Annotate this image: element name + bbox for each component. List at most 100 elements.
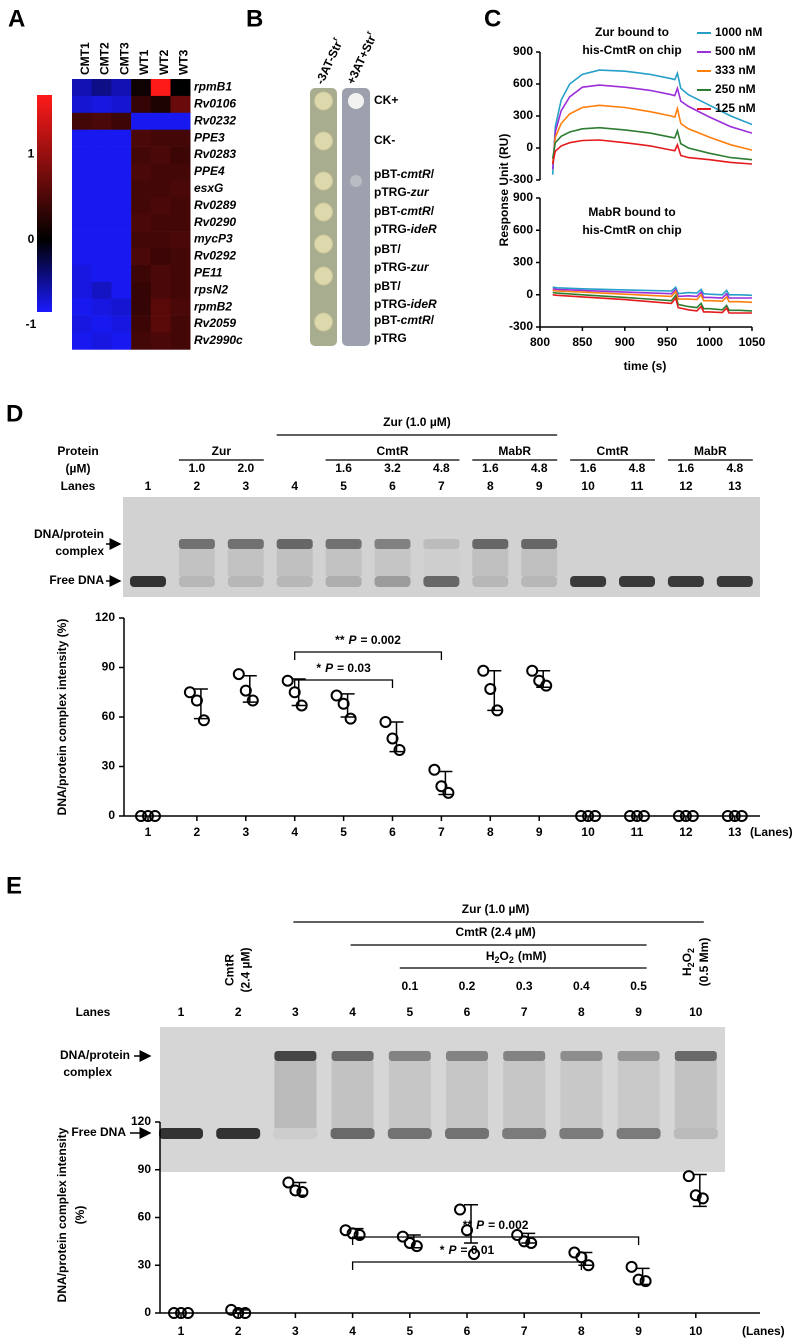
column-label: WT1 — [137, 49, 151, 75]
strain-label: pTRG — [374, 331, 407, 345]
gel-band — [374, 539, 411, 549]
panel-label: B — [246, 5, 263, 32]
chart-title: his-CmtR on chip — [582, 43, 681, 57]
heatmap-cell — [131, 281, 152, 299]
y-tick-label: 300 — [513, 108, 533, 122]
data-point — [246, 694, 259, 707]
x-tick-label: 3 — [292, 1324, 299, 1338]
lane-number: 2 — [235, 1005, 242, 1019]
gel-smear — [560, 1061, 603, 1128]
x-tick-label: 9 — [635, 1324, 642, 1338]
y-tick-label: 0 — [144, 1305, 151, 1319]
lane-number: 8 — [578, 1005, 585, 1019]
concentration: 1.6 — [678, 461, 695, 475]
gel-smear — [331, 1061, 374, 1128]
sensorgram-line — [551, 104, 753, 165]
group-label-part: 2 — [495, 955, 500, 965]
data-point — [468, 1248, 480, 1261]
gel-band — [325, 576, 362, 587]
heatmap-cell — [111, 214, 132, 232]
x-tick-label: 10 — [689, 1324, 703, 1338]
chart-title: MabR bound to — [588, 205, 675, 219]
x-tick-label: 2 — [194, 825, 201, 839]
heatmap-cell — [72, 146, 92, 164]
data-point — [239, 684, 252, 697]
row-label: Lanes — [61, 479, 96, 493]
yeast-spot — [314, 171, 333, 191]
heatmap-cell — [131, 163, 152, 181]
gel-smear — [227, 549, 264, 576]
heatmap-cell — [131, 315, 152, 333]
gel-band — [472, 576, 509, 587]
row-label: Rv2990c — [194, 333, 243, 347]
sensorgram-line — [552, 289, 753, 304]
gel-band — [423, 539, 460, 549]
concentration: 4.8 — [433, 461, 450, 475]
gel-smear — [374, 549, 411, 576]
column-label: WT2 — [157, 49, 171, 75]
heatmap-cell — [150, 315, 171, 333]
concentration: 4.8 — [531, 461, 548, 475]
data-point — [442, 786, 455, 799]
heatmap-cell — [91, 146, 112, 164]
data-point — [625, 1260, 638, 1273]
p-value: * P = 0.03 — [316, 661, 371, 675]
sensorgram-line — [552, 294, 752, 314]
gel-image — [160, 1027, 725, 1172]
heatmap-cell — [91, 180, 112, 198]
heatmap-cell — [170, 163, 191, 181]
data-point — [190, 694, 203, 707]
row-label: Rv0106 — [194, 97, 236, 111]
sensorgram-line — [552, 291, 753, 312]
data-point — [225, 1303, 238, 1316]
heatmap-cell — [91, 79, 112, 97]
gel-smear — [423, 549, 460, 576]
heatmap-cell — [170, 298, 191, 316]
concentration: 1.6 — [580, 461, 597, 475]
p-value-part: * — [440, 1243, 445, 1257]
data-point — [686, 810, 699, 822]
x-tick-label: 6 — [389, 825, 396, 839]
yeast-spot — [350, 175, 362, 187]
heatmap-cell — [150, 281, 171, 299]
y-tick-label: 90 — [102, 660, 116, 674]
heatmap-cell — [72, 264, 92, 283]
strain-label-part: pTRG — [374, 331, 407, 345]
colorbar-tick-label: 1 — [28, 147, 35, 161]
strain-label: pBT/ — [374, 279, 401, 293]
gel-band — [178, 539, 215, 549]
y-axis-label: DNA/protein complex intensity — [55, 1127, 69, 1302]
strain-label-part: pTRG- — [374, 260, 411, 274]
p-value-part: P — [349, 633, 358, 647]
y-tick-label: 900 — [513, 44, 533, 58]
gel-band — [276, 576, 313, 587]
gel-smear — [388, 1061, 431, 1128]
gel-band — [216, 1128, 261, 1139]
lane-number: 10 — [689, 1005, 703, 1019]
p-value-part: P — [448, 1243, 457, 1257]
x-tick-label: 850 — [572, 335, 592, 349]
group-label-part: O — [500, 949, 509, 963]
p-value-part: P — [325, 661, 334, 675]
strain-label-part: pTRG- — [374, 185, 411, 199]
heatmap-cell — [72, 129, 92, 147]
yeast-spot — [314, 234, 333, 254]
gel-band — [617, 1051, 660, 1061]
y-tick-label: 0 — [526, 287, 533, 301]
gel-band — [387, 1128, 432, 1139]
data-point — [632, 1273, 645, 1286]
heatmap-cell — [111, 79, 132, 97]
gel-band — [674, 1051, 717, 1061]
heatmap-cell — [91, 214, 112, 232]
column-header-part: -3AT-Str — [313, 39, 345, 87]
row-label: PPE4 — [194, 164, 225, 178]
heatmap-cell — [131, 197, 152, 215]
data-point — [232, 1307, 245, 1319]
strain-label: pBT/ — [374, 242, 401, 256]
sensorgram-line — [551, 139, 753, 165]
heatmap-cell — [72, 315, 92, 333]
x-axis-label: (Lanes) — [742, 1324, 785, 1338]
data-point — [575, 810, 588, 822]
lane-label-part: 2 — [686, 948, 696, 953]
data-point — [582, 810, 595, 822]
